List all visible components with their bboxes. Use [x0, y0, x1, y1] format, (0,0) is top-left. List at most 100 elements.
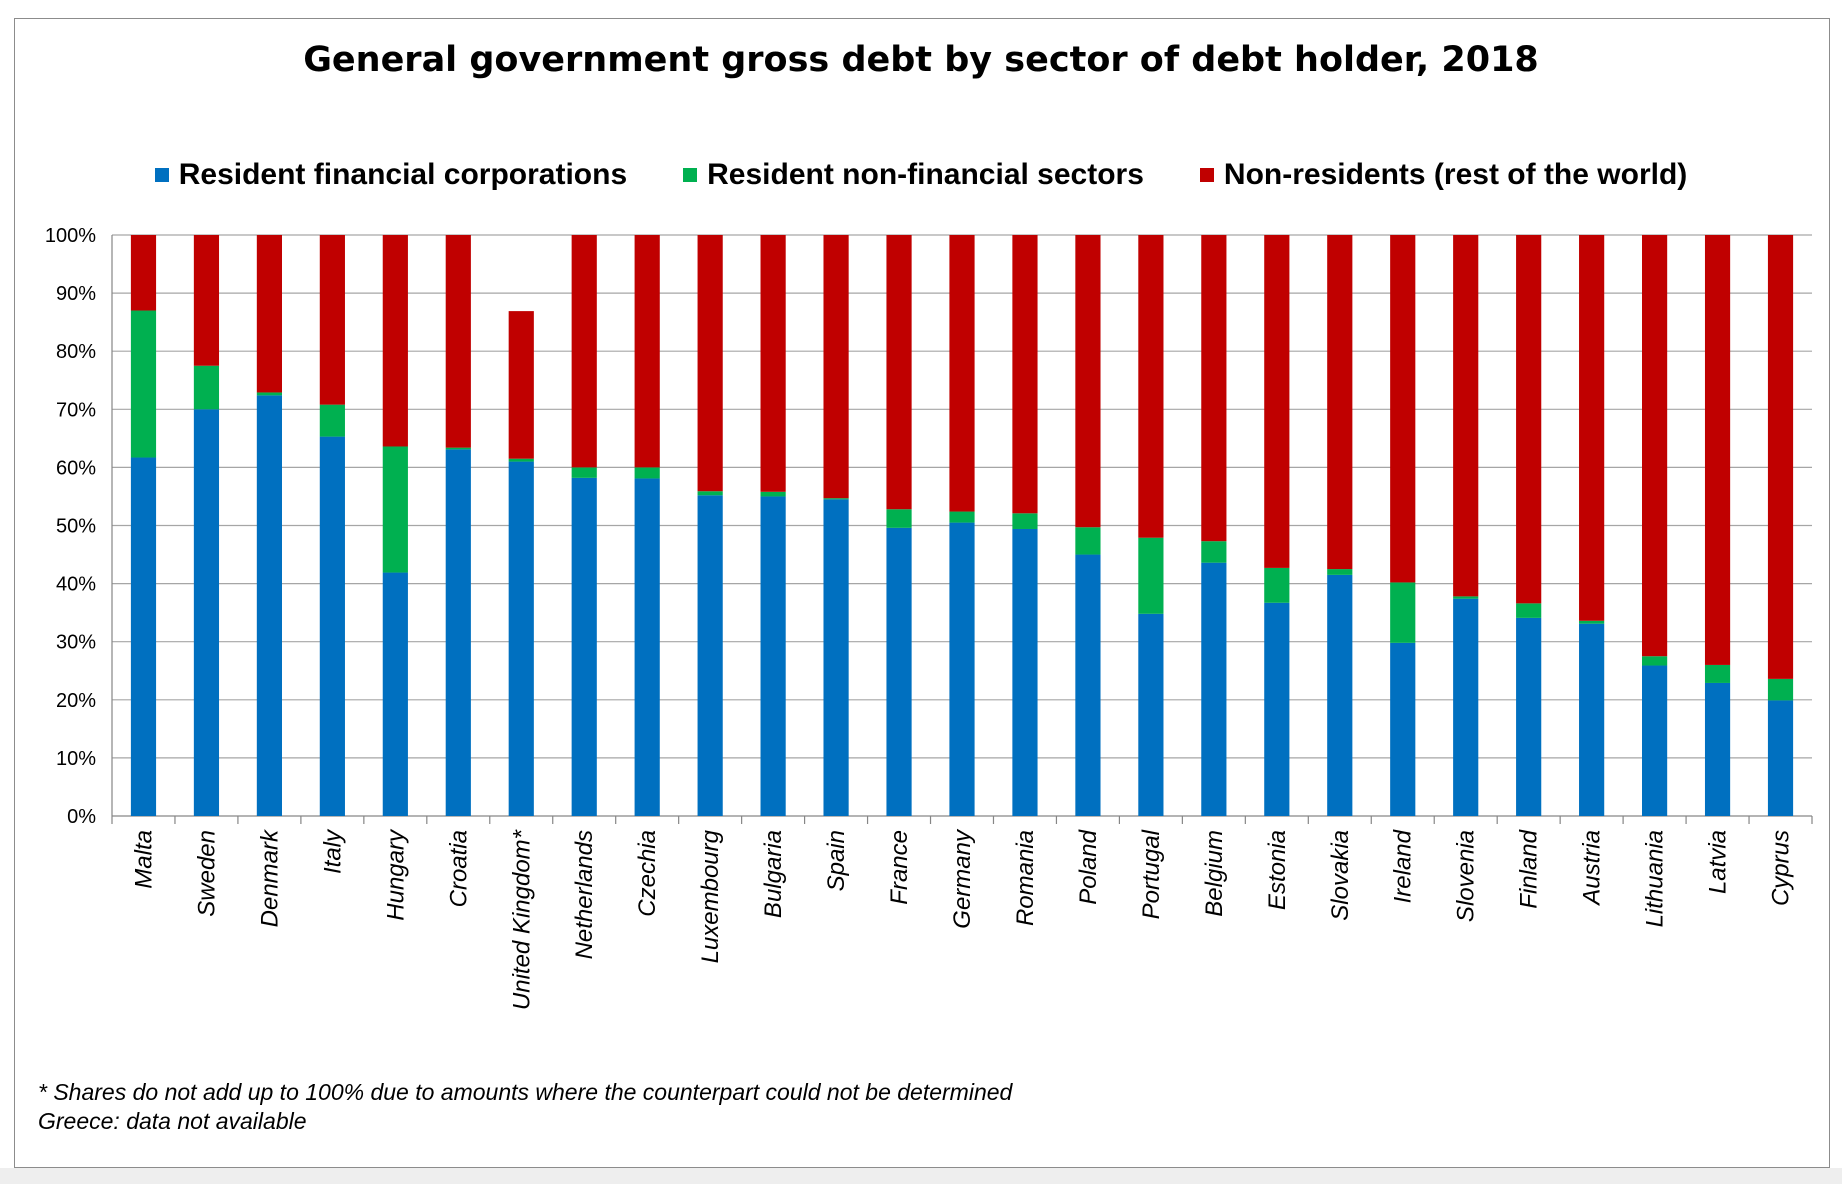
bar-segment-nonresidents — [1642, 235, 1668, 657]
bar-segment-nonfinancial — [1453, 596, 1479, 599]
bar-segment-financial — [1704, 682, 1731, 816]
x-category-label: Italy — [319, 828, 346, 874]
bar-segment-nonresidents — [193, 235, 220, 366]
window-bottom-strip — [0, 1168, 1842, 1184]
x-category-label: France — [886, 830, 913, 905]
bar-segment-nonresidents — [823, 235, 849, 499]
bar-segment-financial — [1453, 598, 1479, 816]
x-category-label: Germany — [949, 828, 976, 929]
x-category-label: Luxembourg — [697, 829, 724, 963]
bar-segment-financial — [193, 409, 220, 816]
bar-segment-nonfinancial — [1579, 620, 1605, 624]
bar-segment-nonfinancial — [1642, 656, 1668, 666]
bar-segment-nonfinancial — [1704, 664, 1731, 683]
bar-segment-nonresidents — [1516, 235, 1542, 604]
bar-segment-nonfinancial — [382, 446, 408, 573]
bar-segment-nonfinancial — [1075, 527, 1101, 555]
x-category-label: Sweden — [193, 830, 220, 917]
bar-segment-financial — [1012, 528, 1038, 816]
x-category-label: Lithuania — [1642, 830, 1669, 927]
bar-segment-nonfinancial — [1201, 541, 1227, 563]
legend-swatch-nonresidents — [1199, 168, 1214, 182]
bar-segment-nonresidents — [697, 235, 723, 492]
bar-segment-nonfinancial — [319, 404, 345, 437]
bar-segment-financial — [319, 436, 345, 816]
bar-segment-nonfinancial — [130, 310, 157, 458]
bar-segment-nonfinancial — [634, 467, 660, 479]
bar-segment-nonfinancial — [193, 365, 220, 410]
x-category-label: Portugal — [1138, 829, 1165, 919]
bar-segment-nonresidents — [1012, 235, 1038, 514]
bar-segment-nonfinancial — [1264, 567, 1290, 603]
bar-segment-nonfinancial — [1767, 678, 1794, 701]
bar-segment-nonfinancial — [1327, 569, 1353, 575]
bar-segment-financial — [1138, 613, 1164, 816]
bar-segment-nonresidents — [382, 235, 408, 447]
bar-segment-nonresidents — [1264, 235, 1290, 568]
x-category-label: Austria — [1579, 830, 1606, 907]
bar-segment-financial — [1516, 617, 1542, 816]
legend-swatch-nonfinancial — [683, 168, 698, 182]
y-tick-label: 40% — [56, 574, 96, 596]
x-category-label: Cyprus — [1768, 830, 1795, 906]
bar-segment-nonfinancial — [1138, 537, 1164, 614]
bar-segment-financial — [1264, 602, 1290, 816]
y-tick-label: 80% — [56, 341, 96, 363]
y-tick-label: 30% — [56, 632, 96, 654]
bar-segment-financial — [1642, 665, 1668, 816]
bar-segment-nonfinancial — [949, 511, 975, 523]
y-tick-label: 90% — [56, 283, 96, 305]
bar-segment-financial — [823, 499, 849, 816]
bar-segment-nonfinancial — [823, 498, 849, 500]
chart-title: General government gross debt by sector … — [303, 40, 1539, 80]
bar-segment-financial — [1767, 700, 1794, 816]
bar-segment-nonfinancial — [1390, 582, 1416, 643]
legend-label-financial: Resident financial corporations — [178, 158, 628, 191]
x-category-label: Croatia — [445, 830, 472, 907]
bar-segment-financial — [382, 572, 408, 816]
legend-swatch-financial — [154, 168, 169, 182]
bar-segment-nonresidents — [1075, 235, 1101, 528]
footnote-line-1: * Shares do not add up to 100% due to am… — [38, 1079, 1013, 1105]
bar-segment-financial — [1201, 562, 1227, 816]
bar-segment-nonresidents — [256, 235, 282, 393]
bar-segment-financial — [130, 457, 157, 816]
bar-segment-nonfinancial — [445, 447, 471, 450]
x-category-label: Romania — [1012, 830, 1039, 926]
bar-segment-nonresidents — [1138, 235, 1164, 538]
bar-segment-nonresidents — [1390, 235, 1416, 583]
bar-segment-financial — [1390, 642, 1416, 816]
bar-segment-nonresidents — [760, 235, 786, 492]
legend-label-nonresidents: Non-residents (rest of the world) — [1223, 158, 1688, 191]
y-tick-label: 0% — [67, 806, 96, 828]
x-category-label: Netherlands — [571, 830, 598, 959]
x-category-label: Czechia — [634, 830, 661, 917]
bar-segment-nonresidents — [130, 235, 157, 311]
bar-segment-nonresidents — [571, 235, 597, 468]
bar-segment-nonresidents — [445, 235, 471, 448]
bar-segment-nonresidents — [1201, 235, 1227, 542]
x-category-label: Poland — [1075, 829, 1102, 904]
x-category-label: Slovenia — [1453, 830, 1480, 922]
y-tick-label: 70% — [56, 399, 96, 421]
chart-legend: Resident financial corporations Resident… — [0, 158, 1842, 192]
bar-segment-nonresidents — [1453, 235, 1479, 597]
legend-entry-financial: Resident financial corporations — [154, 158, 628, 192]
y-tick-label: 10% — [56, 748, 96, 770]
y-tick-label: 60% — [56, 457, 96, 479]
x-category-label: Finland — [1516, 829, 1543, 908]
bar-segment-financial — [1579, 623, 1605, 816]
bar-segment-financial — [508, 461, 534, 816]
bar-segment-nonresidents — [949, 235, 975, 512]
bar-segment-financial — [949, 522, 975, 816]
bar-segment-nonfinancial — [760, 491, 786, 497]
x-category-label: Denmark — [256, 828, 283, 927]
x-category-label: Bulgaria — [760, 830, 787, 918]
bar-segment-nonresidents — [1704, 235, 1731, 665]
bar-segment-nonfinancial — [1012, 513, 1038, 529]
bar-segment-financial — [571, 477, 597, 816]
x-category-label: Estonia — [1264, 830, 1291, 910]
y-tick-label: 50% — [56, 516, 96, 538]
bar-segment-nonfinancial — [697, 491, 723, 496]
